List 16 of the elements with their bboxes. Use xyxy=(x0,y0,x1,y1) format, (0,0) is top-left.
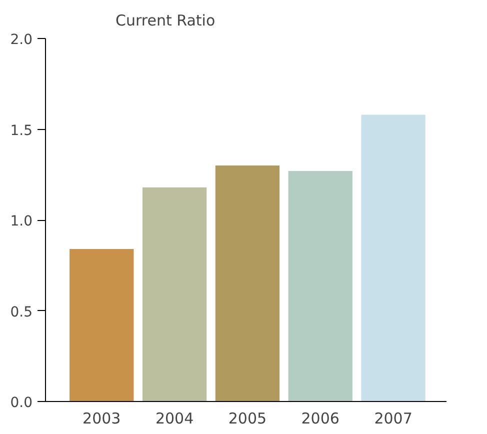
y-tick-label: 0.0 xyxy=(10,395,32,411)
x-tick-label: 2003 xyxy=(82,410,121,428)
x-tick-label: 2004 xyxy=(155,410,194,428)
y-tick-label: 0.5 xyxy=(10,304,32,320)
bar xyxy=(215,166,280,402)
y-tick-label: 1.0 xyxy=(10,214,32,230)
y-tick-label: 2.0 xyxy=(10,32,32,48)
x-tick-label: 2005 xyxy=(228,410,267,428)
y-tick-label: 1.5 xyxy=(10,122,32,139)
x-tick-label: 2006 xyxy=(301,410,340,428)
bar xyxy=(70,249,134,402)
bar xyxy=(142,187,207,402)
bar xyxy=(361,114,426,402)
x-tick-label: 2007 xyxy=(374,410,412,428)
bar xyxy=(288,170,352,402)
chart-title: Current Ratio xyxy=(116,12,216,30)
